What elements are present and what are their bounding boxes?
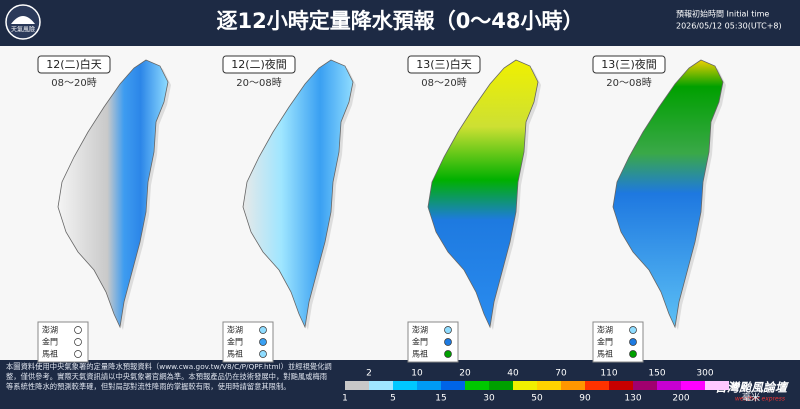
legend-upper-label: 40: [507, 369, 519, 379]
island-label: 金門: [42, 337, 58, 347]
island-label: 金門: [227, 337, 243, 347]
legend-lower-label: 1: [342, 394, 348, 404]
island-dot: [444, 338, 452, 346]
panel-title-bg: [407, 55, 481, 74]
legend-lower-label: 5: [390, 394, 396, 404]
island-dot: [444, 326, 452, 334]
legend-swatch: [393, 381, 417, 390]
title: 逐12小時定量降水預報（0～48小時）: [216, 9, 583, 33]
panel-hours: 08～20時: [51, 77, 96, 89]
island-label: 馬祖: [227, 349, 243, 359]
legend-lower-label: 30: [483, 394, 495, 404]
panel-hours: 20～08時: [236, 77, 281, 89]
legend-upper-label: 10: [411, 369, 423, 379]
legend-swatch: [657, 381, 681, 390]
panel-title-bg: [37, 55, 111, 74]
legend-upper-label: 2: [366, 369, 372, 379]
legend-lower-label: 200: [672, 394, 689, 404]
panel-hours: 20～08時: [606, 77, 651, 89]
legend-swatch: [681, 381, 705, 390]
legend-upper-label: 110: [600, 369, 617, 379]
legend-unit: 毫米: [742, 392, 760, 404]
island-dot: [74, 338, 82, 346]
panel-title: 13(三)夜間: [601, 57, 657, 71]
legend-swatch: [537, 381, 561, 390]
island-dot: [444, 350, 452, 358]
legend-swatch: [489, 381, 513, 390]
island-dot: [259, 326, 267, 334]
panel-hours: 08～20時: [421, 77, 466, 89]
legend-swatch: [585, 381, 609, 390]
island-dot: [629, 338, 637, 346]
panel-title-bg: [592, 55, 666, 74]
island-label: 金門: [597, 337, 613, 347]
island-label: 澎湖: [412, 325, 428, 335]
panel-title: 13(三)白天: [416, 57, 472, 71]
island-dot: [629, 350, 637, 358]
legend-swatch: [441, 381, 465, 390]
island-dot: [74, 350, 82, 358]
note-box: 本圖資料使用中央氣象署的定量降水預報資料（www.cwa.gov.tw/V8/C…: [6, 362, 332, 391]
island-label: 金門: [412, 337, 428, 347]
legend-upper-label: 20: [459, 369, 471, 379]
logo-text: 天氣風險: [11, 26, 35, 34]
legend-swatch: [561, 381, 585, 390]
init-time: 2026/05/12 05:30(UTC+8): [676, 22, 782, 31]
legend-swatch: [345, 381, 369, 390]
island-label: 馬祖: [412, 349, 428, 359]
legend-swatch: [705, 381, 729, 390]
brand-sub: weather express: [735, 396, 785, 403]
island-dot: [259, 338, 267, 346]
island-dot: [74, 326, 82, 334]
island-label: 澎湖: [227, 325, 243, 335]
footer-note: 本圖資料使用中央氣象署的定量降水預報資料（www.cwa.gov.tw/V8/C…: [6, 362, 332, 391]
island-label: 馬祖: [42, 349, 58, 359]
logo-umbrella: [11, 16, 35, 24]
brand: 台灣颱風論壇: [715, 381, 789, 395]
legend-lower-label: 15: [435, 394, 446, 404]
legend-lower-label: 130: [624, 394, 641, 404]
legend-upper-label: 150: [648, 369, 665, 379]
panel-title-bg: [222, 55, 296, 74]
island-label: 馬祖: [597, 349, 613, 359]
legend-swatch: [417, 381, 441, 390]
panel-title: 12(二)夜間: [231, 57, 287, 71]
island-label: 澎湖: [42, 325, 58, 335]
panel-title: 12(二)白天: [46, 57, 102, 71]
island-label: 澎湖: [597, 325, 613, 335]
legend-swatch: [513, 381, 537, 390]
legend-lower-label: 90: [579, 394, 591, 404]
legend-upper-label: 70: [555, 369, 567, 379]
legend-swatch: [369, 381, 393, 390]
legend-swatch: [465, 381, 489, 390]
legend-lower-label: 50: [531, 394, 543, 404]
island-dot: [259, 350, 267, 358]
legend-swatch: [633, 381, 657, 390]
init-label: 預報初始時間 Initial time: [676, 9, 769, 19]
legend-swatch: [609, 381, 633, 390]
island-dot: [629, 326, 637, 334]
legend-upper-label: 300: [696, 369, 713, 379]
